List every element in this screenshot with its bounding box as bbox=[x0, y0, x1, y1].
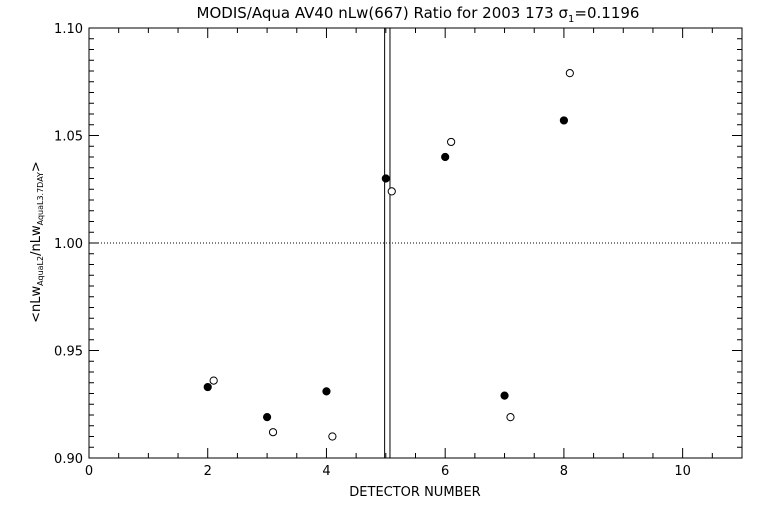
filled-data-point bbox=[381, 174, 390, 183]
filled-data-point bbox=[262, 413, 272, 422]
y-axis-title: <nLwAquaL2/nLwAquaL3.7DAY> bbox=[29, 161, 45, 323]
filled-data-point bbox=[559, 116, 569, 125]
chart-title: MODIS/Aqua AV40 nLw(667) Ratio for 2003 … bbox=[197, 4, 640, 25]
y-tick-label: 1.05 bbox=[54, 130, 83, 145]
open-data-point bbox=[565, 69, 574, 78]
filled-data-point bbox=[203, 382, 212, 392]
filled-data-point bbox=[500, 391, 509, 400]
y-tick-label: 1.00 bbox=[54, 237, 83, 252]
open-data-point bbox=[268, 428, 278, 437]
x-tick-label: 6 bbox=[441, 464, 449, 479]
open-data-point bbox=[447, 137, 456, 147]
y-tick-label: 1.10 bbox=[54, 22, 83, 37]
filled-data-point bbox=[322, 387, 331, 396]
y-tick-label: 0.90 bbox=[54, 452, 83, 467]
open-data-point bbox=[328, 432, 337, 441]
y-tick-label: 0.95 bbox=[54, 345, 83, 360]
x-tick-label: 10 bbox=[674, 464, 691, 479]
x-axis-title: DETECTOR NUMBER bbox=[349, 485, 480, 500]
open-data-point bbox=[387, 187, 396, 196]
open-data-point bbox=[506, 413, 515, 422]
filled-data-point bbox=[441, 152, 450, 162]
x-tick-label: 2 bbox=[204, 464, 212, 479]
x-tick-label: 4 bbox=[322, 464, 330, 479]
open-data-point bbox=[209, 376, 218, 385]
plot-area: 0 2 4 6 8 10 0.90 0.95 1.00 1.05 1.10 bbox=[54, 22, 743, 479]
x-tick-label: 8 bbox=[560, 464, 568, 479]
x-tick-label: 0 bbox=[85, 464, 93, 479]
